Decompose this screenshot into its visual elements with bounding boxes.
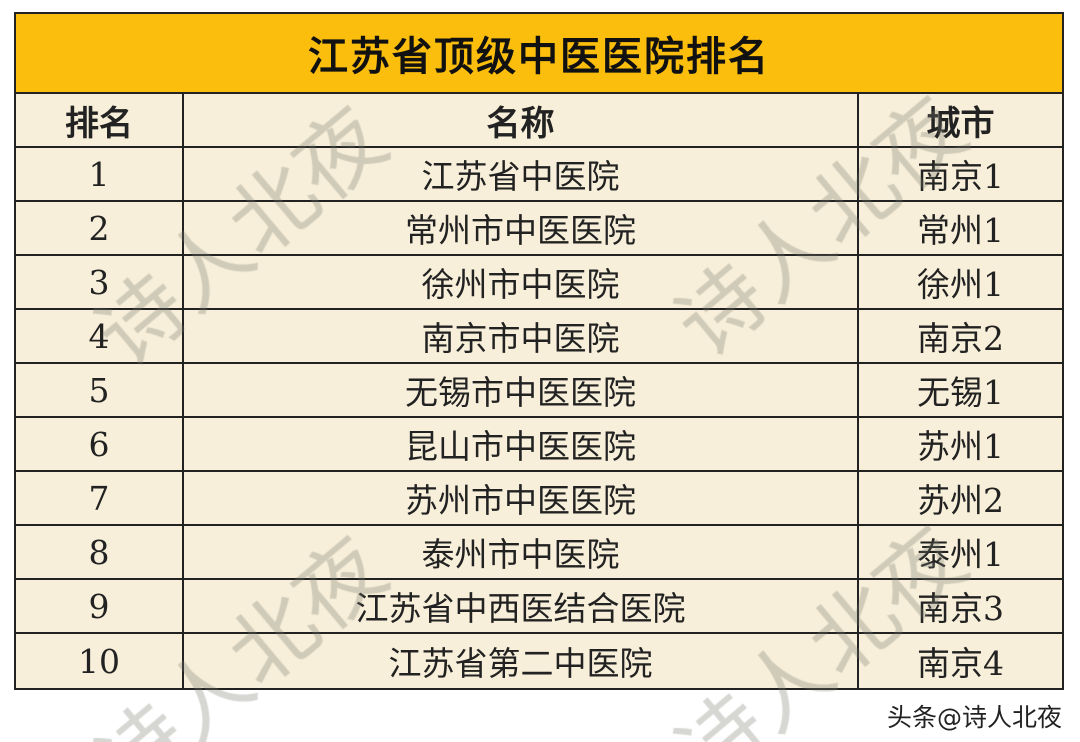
cell-city: 泰州1 xyxy=(917,535,1004,574)
table-row: 10 江苏省第二中医院 南京4 xyxy=(16,634,1062,688)
cell-rank: 9 xyxy=(16,580,184,632)
cell-city: 苏州2 xyxy=(917,481,1004,520)
cell-name: 南京市中医院 xyxy=(184,310,859,362)
cell-name: 江苏省中医院 xyxy=(184,148,859,200)
cell-name: 昆山市中医医院 xyxy=(184,418,859,470)
cell-city: 苏州1 xyxy=(917,427,1004,466)
cell-rank: 5 xyxy=(16,364,184,416)
cell-rank: 1 xyxy=(16,148,184,200)
cell-rank: 4 xyxy=(16,310,184,362)
table-row: 8 泰州市中医院 泰州1 xyxy=(16,526,1062,580)
cell-name: 江苏省中西医结合医院 xyxy=(184,580,859,632)
header-row: 排名 名称 城市 xyxy=(16,94,1062,148)
header-name: 名称 xyxy=(184,94,859,146)
cell-name: 徐州市中医院 xyxy=(184,256,859,308)
credit-text: 头条@诗人北夜 xyxy=(886,703,1062,732)
cell-name: 苏州市中医医院 xyxy=(184,472,859,524)
table-row: 7 苏州市中医医院 苏州2 xyxy=(16,472,1062,526)
header-city: 城市 xyxy=(926,103,995,144)
header-rank: 排名 xyxy=(16,94,184,146)
cell-rank: 7 xyxy=(16,472,184,524)
cell-city: 南京3 xyxy=(917,589,1004,628)
table-row: 2 常州市中医医院 常州1 xyxy=(16,202,1062,256)
table-title: 江苏省顶级中医医院排名 xyxy=(16,14,1062,94)
table-row: 1 江苏省中医院 南京1 xyxy=(16,148,1062,202)
cell-name: 泰州市中医院 xyxy=(184,526,859,578)
cell-rank: 10 xyxy=(16,634,184,688)
table-body: 1 江苏省中医院 南京1 2 常州市中医医院 常州1 3 徐州市中医院 徐州1 4 南京市中医院 南京… xyxy=(16,148,1062,688)
cell-city: 常州1 xyxy=(917,211,1004,250)
cell-city: 南京1 xyxy=(917,157,1004,196)
table-row: 9 江苏省中西医结合医院 南京3 xyxy=(16,580,1062,634)
cell-city: 南京4 xyxy=(917,644,1004,683)
table-row: 5 无锡市中医医院 无锡1 xyxy=(16,364,1062,418)
ranking-table: 江苏省顶级中医医院排名 排名 名称 城市 1 江苏省中医院 南京1 2 常州市中医医院 常… xyxy=(14,12,1064,690)
cell-name: 无锡市中医医院 xyxy=(184,364,859,416)
cell-city: 无锡1 xyxy=(917,373,1004,412)
table-row: 3 徐州市中医院 徐州1 xyxy=(16,256,1062,310)
cell-rank: 2 xyxy=(16,202,184,254)
cell-city: 徐州1 xyxy=(917,265,1004,304)
cell-rank: 6 xyxy=(16,418,184,470)
table-row: 4 南京市中医院 南京2 xyxy=(16,310,1062,364)
table-row: 6 昆山市中医医院 苏州1 xyxy=(16,418,1062,472)
cell-name: 江苏省第二中医院 xyxy=(184,634,859,688)
cell-rank: 8 xyxy=(16,526,184,578)
cell-name: 常州市中医医院 xyxy=(184,202,859,254)
cell-rank: 3 xyxy=(16,256,184,308)
cell-city: 南京2 xyxy=(917,319,1004,358)
